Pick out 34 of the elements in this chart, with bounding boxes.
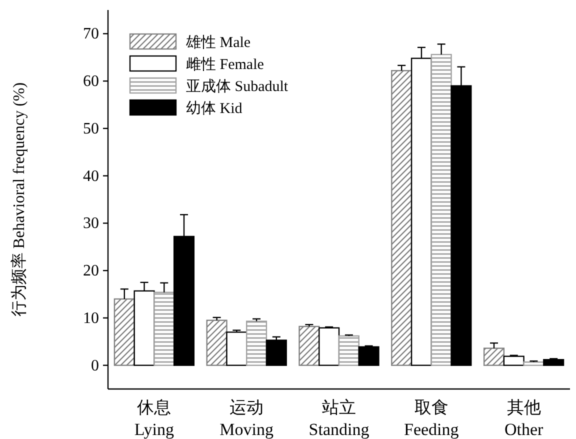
- bar: [298, 326, 320, 366]
- y-tick-label: 40: [83, 168, 99, 185]
- bar: [358, 346, 380, 366]
- bar: [226, 332, 248, 366]
- y-axis-title: 行为频率 Behavioral frequency (%): [10, 82, 28, 317]
- y-tick-label: 30: [83, 215, 99, 232]
- x-tick-label: 站立 Standing: [308, 398, 370, 439]
- legend-label: 雄性 Male: [185, 34, 251, 51]
- x-tick-label: 运动 Moving: [220, 398, 274, 439]
- legend-label: 亚成体 Subadult: [186, 78, 289, 95]
- legend-label: 雌性 Female: [186, 56, 264, 73]
- bar: [391, 70, 412, 366]
- y-tick-label: 60: [83, 73, 99, 90]
- y-tick-label: 0: [91, 357, 99, 374]
- bar: [206, 320, 228, 366]
- bar: [503, 356, 524, 366]
- bar: [338, 335, 360, 366]
- y-tick-label: 10: [83, 310, 99, 327]
- x-tick-label: 其他 Other: [504, 398, 544, 439]
- x-tick-label: 取食 Feeding: [404, 398, 460, 439]
- y-tick-label: 50: [83, 120, 99, 138]
- legend-label: 幼体 Kid: [186, 100, 243, 117]
- y-tick-label: 70: [83, 26, 99, 43]
- bar: [114, 298, 135, 366]
- bar: [523, 361, 544, 366]
- y-tick-label: 20: [83, 262, 99, 280]
- bar: [246, 320, 268, 366]
- bar: [543, 359, 564, 366]
- bar: [266, 340, 287, 366]
- bar: [154, 292, 175, 366]
- bar: [483, 348, 505, 366]
- bar: [430, 54, 452, 366]
- bar: [318, 327, 340, 366]
- x-tick-label: 休息 Lying: [134, 398, 175, 439]
